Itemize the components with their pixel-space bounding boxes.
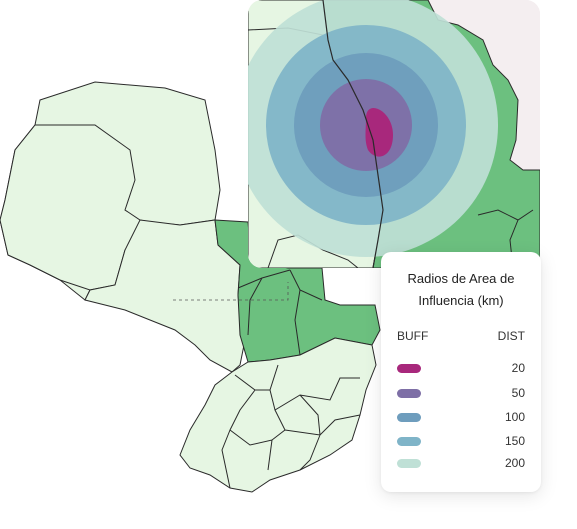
- buffer-20: [365, 107, 393, 157]
- legend-swatch: [397, 437, 421, 446]
- inset-svg: [248, 0, 540, 268]
- legend-header-buff: BUFF: [397, 329, 429, 343]
- legend-swatch: [397, 413, 421, 422]
- inset-map: [248, 0, 540, 268]
- legend-swatch: [397, 459, 421, 468]
- legend-value: 200: [504, 456, 525, 470]
- legend-value: 100: [504, 410, 525, 424]
- legend-value: 50: [511, 386, 525, 400]
- dashed-line: [173, 282, 289, 301]
- legend-row: 20: [381, 360, 541, 378]
- legend-header-dist: DIST: [497, 329, 525, 343]
- legend-row: 100: [381, 409, 541, 427]
- legend-row: 50: [381, 385, 541, 403]
- legend-swatch: [397, 389, 421, 398]
- legend-card: Radios de Area de Influencia (km) BUFF D…: [381, 252, 541, 492]
- legend-swatch: [397, 364, 421, 373]
- legend-title: Radios de Area de Influencia (km): [407, 271, 515, 308]
- legend-value: 150: [504, 434, 525, 448]
- legend-value: 20: [511, 361, 525, 375]
- legend-row: 200: [381, 455, 541, 473]
- legend-row: 150: [381, 433, 541, 451]
